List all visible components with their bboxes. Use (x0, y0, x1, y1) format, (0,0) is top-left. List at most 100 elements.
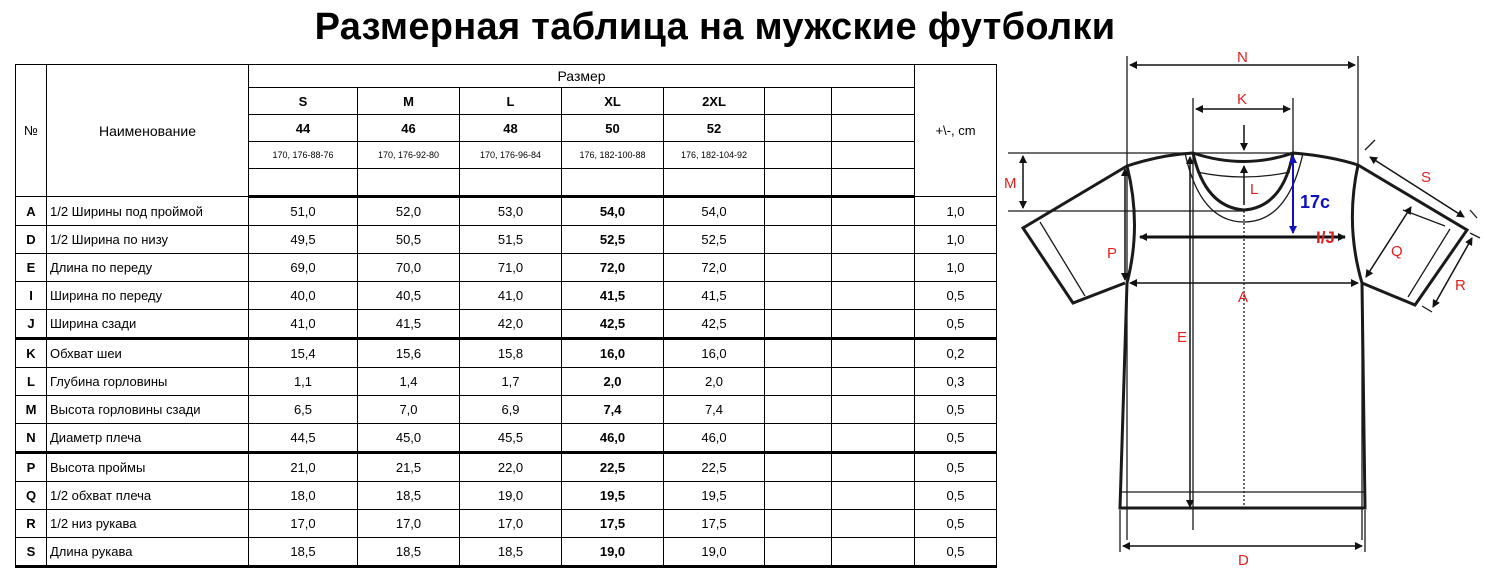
value-cell: 17,5 (663, 509, 765, 538)
size-label (764, 87, 832, 115)
row-name: Обхват шеи (46, 338, 249, 368)
tolerance-cell: 0,5 (914, 481, 997, 510)
value-cell: 1,4 (357, 367, 460, 396)
empty-cell (561, 168, 664, 198)
row-code: E (15, 253, 47, 282)
tolerance-cell: 0,5 (914, 452, 997, 482)
value-cell: 40,5 (357, 281, 460, 310)
value-cell: 50,5 (357, 225, 460, 254)
value-cell: 22,5 (663, 452, 765, 482)
value-cell: 7,4 (663, 395, 765, 424)
size-header: Размер (248, 64, 915, 88)
value-cell: 72,0 (663, 253, 765, 282)
row-code: A (15, 196, 47, 226)
value-cell: 41,0 (248, 309, 358, 340)
empty-cell (831, 452, 915, 482)
height-label: 176, 182-104-92 (663, 141, 765, 169)
value-cell: 51,5 (459, 225, 562, 254)
value-cell: 7,4 (561, 395, 664, 424)
empty-cell (764, 537, 832, 568)
value-cell: 15,4 (248, 338, 358, 368)
empty-cell (764, 423, 832, 454)
value-cell: 49,5 (248, 225, 358, 254)
value-cell: 51,0 (248, 196, 358, 226)
table-row: D 1/2 Ширина по низу 49,5 50,5 51,5 52,5 52,5 1… (15, 225, 997, 254)
label-blue-measure: 17c (1300, 192, 1330, 212)
row-code: S (15, 537, 47, 568)
empty-cell (764, 338, 832, 368)
label-s: S (1421, 169, 1431, 186)
row-code: Q (15, 481, 47, 510)
row-name: Ширина по переду (46, 281, 249, 310)
table-row: J Ширина сзади 41,0 41,5 42,0 42,5 42,5 0,5 (15, 309, 997, 340)
tolerance-cell: 0,3 (914, 367, 997, 396)
value-cell: 69,0 (248, 253, 358, 282)
empty-cell (248, 168, 358, 198)
value-cell: 17,5 (561, 509, 664, 538)
empty-cell (764, 309, 832, 340)
height-label: 170, 176-92-80 (357, 141, 460, 169)
value-cell: 72,0 (561, 253, 664, 282)
tolerance-cell: 1,0 (914, 225, 997, 254)
value-cell: 19,0 (561, 537, 664, 568)
value-cell: 22,5 (561, 452, 664, 482)
value-cell: 42,5 (561, 309, 664, 340)
value-cell: 44,5 (248, 423, 358, 454)
ru-size-label (764, 114, 832, 142)
empty-cell (764, 481, 832, 510)
value-cell: 1,1 (248, 367, 358, 396)
label-ij: I/J (1316, 228, 1335, 247)
value-cell: 17,0 (248, 509, 358, 538)
height-label: 176, 182-100-88 (561, 141, 664, 169)
size-label: XL (561, 87, 664, 115)
empty-cell (764, 509, 832, 538)
value-cell: 40,0 (248, 281, 358, 310)
value-cell: 41,5 (663, 281, 765, 310)
size-label: S (248, 87, 358, 115)
row-name: 1/2 низ рукава (46, 509, 249, 538)
value-cell: 19,0 (459, 481, 562, 510)
empty-cell (663, 168, 765, 198)
value-cell: 19,0 (663, 537, 765, 568)
tolerance-cell: 0,5 (914, 537, 997, 568)
dimension-arrows (1019, 61, 1473, 550)
value-cell: 19,5 (561, 481, 664, 510)
value-cell: 70,0 (357, 253, 460, 282)
table-row: N Диаметр плеча 44,5 45,0 45,5 46,0 46,0 0,5 (15, 423, 997, 454)
value-cell: 18,5 (248, 537, 358, 568)
row-name: Диаметр плеча (46, 423, 249, 454)
tolerance-cell: 0,2 (914, 338, 997, 368)
row-code: R (15, 509, 47, 538)
value-cell: 46,0 (663, 423, 765, 454)
empty-cell (764, 367, 832, 396)
tolerance-cell: 1,0 (914, 196, 997, 226)
table-row: E Длина по переду 69,0 70,0 71,0 72,0 72,0 1,0 (15, 253, 997, 282)
value-cell: 21,0 (248, 452, 358, 482)
table-row: P Высота проймы 21,0 21,5 22,0 22,5 22,5 0,5 (15, 452, 997, 482)
value-cell: 15,6 (357, 338, 460, 368)
empty-cell (357, 168, 460, 198)
col-no-header: № (15, 64, 47, 197)
value-cell: 42,0 (459, 309, 562, 340)
table-row: Q 1/2 обхват плеча 18,0 18,5 19,0 19,5 19,5 0,5 (15, 481, 997, 510)
empty-cell (831, 367, 915, 396)
value-cell: 6,9 (459, 395, 562, 424)
label-k: K (1237, 91, 1247, 108)
value-cell: 2,0 (663, 367, 765, 396)
label-q: Q (1391, 243, 1403, 260)
ru-size-label: 44 (248, 114, 358, 142)
empty-cell (764, 253, 832, 282)
tolerance-cell: 0,5 (914, 309, 997, 340)
empty-cell (764, 196, 832, 226)
table-row: R 1/2 низ рукава 17,0 17,0 17,0 17,5 17,5 0,5 (15, 509, 997, 538)
size-label: L (459, 87, 562, 115)
empty-cell (831, 225, 915, 254)
tshirt-diagram: N K M L S Q R P A E D I/J 17c (1004, 49, 1481, 569)
table-row: K Обхват шеи 15,4 15,6 15,8 16,0 16,0 0,2 (15, 338, 997, 368)
row-code: J (15, 309, 47, 340)
empty-cell (831, 423, 915, 454)
size-label: 2XL (663, 87, 765, 115)
row-name: Высота проймы (46, 452, 249, 482)
value-cell: 54,0 (561, 196, 664, 226)
